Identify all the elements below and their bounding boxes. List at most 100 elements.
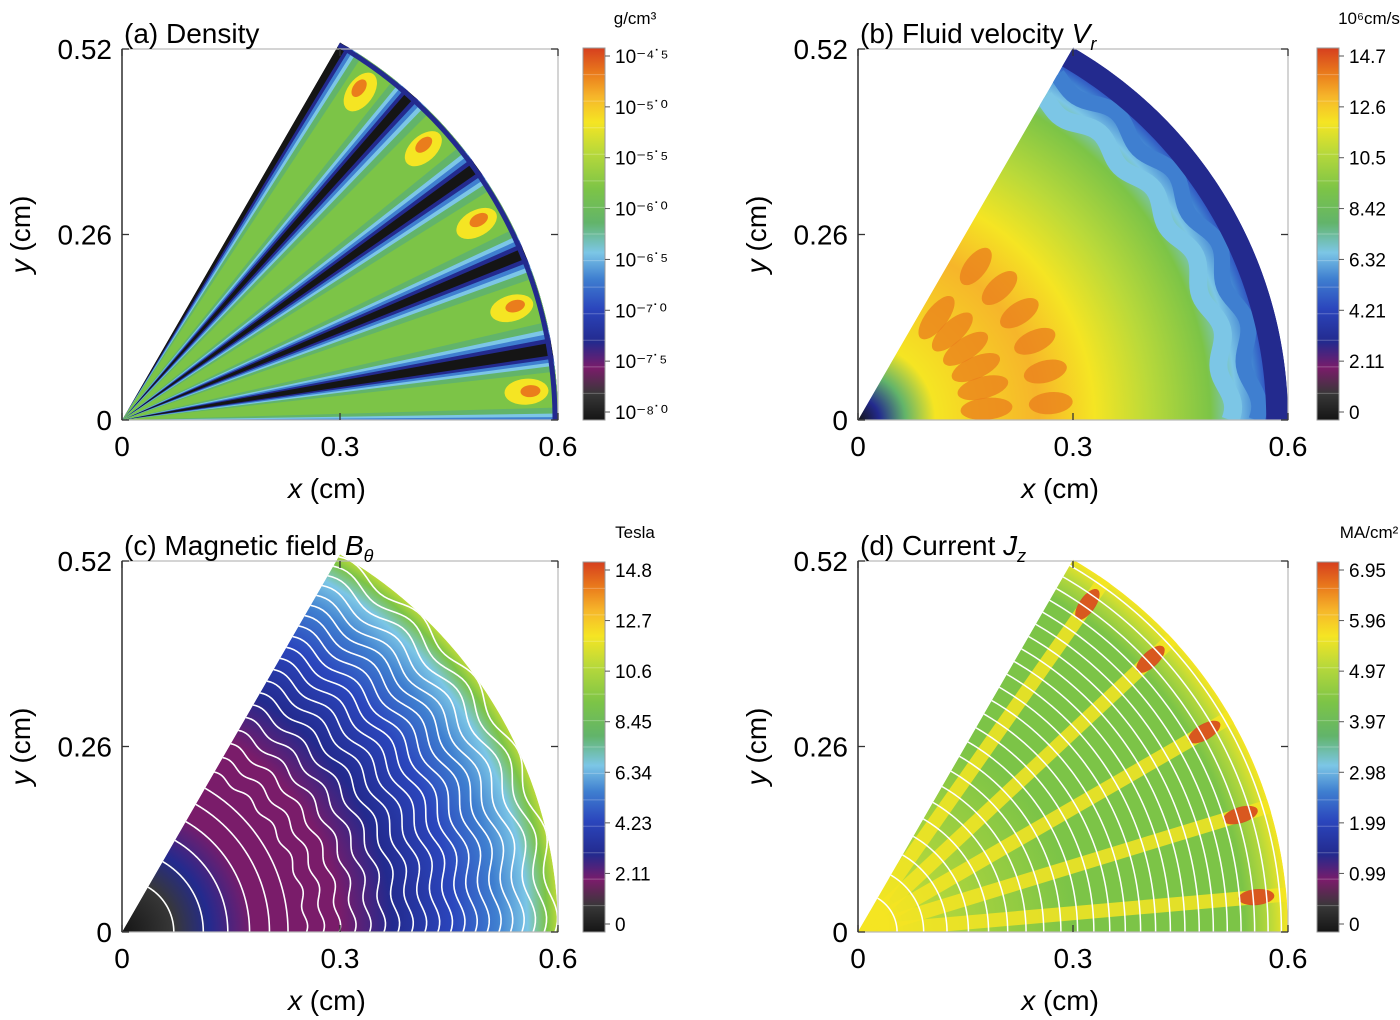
current-contour <box>1069 564 1283 932</box>
current-contour <box>991 699 1127 932</box>
magnetic-contour <box>204 787 289 932</box>
colorbar-tick-label: 10⁻⁷˙⁵ <box>615 352 667 373</box>
colorbar <box>1316 47 1340 421</box>
y-tick-label: 0 <box>832 405 848 436</box>
y-tick-label: 0.52 <box>794 34 849 65</box>
x-tick-label: 0.6 <box>539 431 578 462</box>
colorbar-tick-label: 6.95 <box>1349 561 1386 582</box>
velocity-lobe <box>959 247 992 286</box>
velocity-lobe <box>1028 392 1073 415</box>
magnetic-contour <box>195 803 271 932</box>
x-tick-label: 0.3 <box>1054 431 1093 462</box>
current-contour <box>1049 599 1242 932</box>
magnetic-contour <box>222 756 326 932</box>
density-field <box>122 42 558 420</box>
density-filament <box>122 369 558 420</box>
panel-title: (a) Density <box>124 18 259 49</box>
magnetic-contour <box>298 625 479 932</box>
title-text: (d) Current <box>860 530 1003 561</box>
magnetic-contour <box>310 604 502 932</box>
panel-title: (d) Current Jz <box>860 530 1026 566</box>
x-tick-label: 0.6 <box>539 943 578 974</box>
panel-b: 0 0.3 0.600.260.52x (cm)y (cm)(b) Fluid ve… <box>741 9 1400 504</box>
colorbar-unit: g/cm³ <box>614 9 657 28</box>
density-filament <box>122 42 408 420</box>
colorbar-tick-label: 2.11 <box>615 864 651 885</box>
density-tip-core <box>520 385 541 398</box>
colorbar-unit: MA/cm² <box>1340 523 1399 542</box>
panel-d: 0 0.3 0.600.260.52x (cm)y (cm)(d) Current … <box>741 523 1399 1016</box>
x-tick-label: 0 <box>850 431 866 462</box>
y-tick-label: 0 <box>832 917 848 948</box>
colorbar-tick-label: 4.23 <box>615 814 652 835</box>
current-contour <box>1013 660 1172 932</box>
current-contour <box>877 897 898 932</box>
current-hotspot <box>1238 889 1275 906</box>
colorbar-tick-label: 5.96 <box>1349 612 1386 633</box>
magnetic-contour <box>333 565 548 932</box>
title-text: (c) Magnetic field <box>124 530 345 561</box>
density-tip-core <box>415 136 433 153</box>
x-axis-var: x <box>1019 473 1036 504</box>
title-variable: V <box>1072 18 1093 49</box>
magnetic-contour <box>316 594 514 932</box>
title-variable: J <box>1002 530 1018 561</box>
x-tick-label: 0.3 <box>321 943 360 974</box>
colorbar-unit: 10⁶cm/s <box>1338 9 1400 28</box>
x-axis-unit: (cm) <box>1035 985 1099 1016</box>
velocity-lobe <box>931 312 973 352</box>
colorbar-tick-label: 12.7 <box>615 612 652 633</box>
colorbar-tick-label: 10⁻⁷˙⁰ <box>615 301 667 322</box>
current-spoke <box>858 618 1193 932</box>
y-axis-unit: (cm) <box>741 708 772 772</box>
magnetic-contour <box>327 574 537 932</box>
current-contour <box>950 770 1045 932</box>
colorbar-tick-label: 10⁻⁵˙⁵ <box>615 149 668 170</box>
colorbar <box>582 561 606 933</box>
x-axis-var: x <box>1019 985 1036 1016</box>
y-tick-label: 0.52 <box>58 34 113 65</box>
density-filament <box>122 263 558 420</box>
density-filament <box>122 177 535 420</box>
x-axis-unit: (cm) <box>302 985 366 1016</box>
magnetic-contour <box>230 742 342 932</box>
colorbar-tick-label: 10⁻⁸˙⁰ <box>615 403 668 424</box>
current-contour <box>1055 587 1256 932</box>
velocity-lobe <box>957 375 1009 401</box>
colorbar-tick-label: 10⁻⁵˙⁰ <box>615 98 668 119</box>
density-edge <box>337 42 558 420</box>
magnetic-contour <box>238 729 357 932</box>
current-contour <box>1006 673 1157 932</box>
velocity-ring-mid <box>1050 70 1268 421</box>
current-contour <box>998 686 1142 932</box>
y-axis-unit: (cm) <box>5 196 36 260</box>
velocity-lobe <box>1023 359 1067 384</box>
y-axis-var: y <box>5 257 36 275</box>
colorbar-tick-label: 3.97 <box>1349 713 1386 734</box>
x-tick-label: 0.3 <box>1054 943 1093 974</box>
colorbar-tick-label: 10⁻⁶˙⁵ <box>615 250 668 271</box>
current-contour <box>932 801 1009 932</box>
magnetic-contour <box>252 704 387 932</box>
y-tick-label: 0 <box>96 405 112 436</box>
colorbar-tick-label: 0 <box>1349 915 1360 936</box>
magnetic-contour <box>321 584 525 932</box>
current-spoke <box>858 559 1123 932</box>
magnetic-contour <box>292 635 466 932</box>
current-contour <box>975 727 1095 932</box>
magnetic-field <box>122 554 558 932</box>
colorbar-tick-label: 0.99 <box>1349 864 1386 885</box>
magnetic-contour <box>245 716 372 932</box>
magnetic-background <box>122 554 558 932</box>
y-axis-unit: (cm) <box>741 196 772 260</box>
y-tick-label: 0.52 <box>794 546 849 577</box>
magnetic-contour <box>259 692 401 932</box>
colorbar-tick-label: 6.34 <box>615 763 652 784</box>
colorbar-tick-label: 1.99 <box>1349 814 1386 835</box>
x-tick-label: 0 <box>114 943 130 974</box>
colorbar-tick-label: 0 <box>615 915 626 936</box>
colorbar-unit: Tesla <box>615 523 655 542</box>
current-contour <box>922 818 990 932</box>
current-contour <box>959 755 1062 932</box>
y-axis-label: y (cm) <box>741 196 772 276</box>
